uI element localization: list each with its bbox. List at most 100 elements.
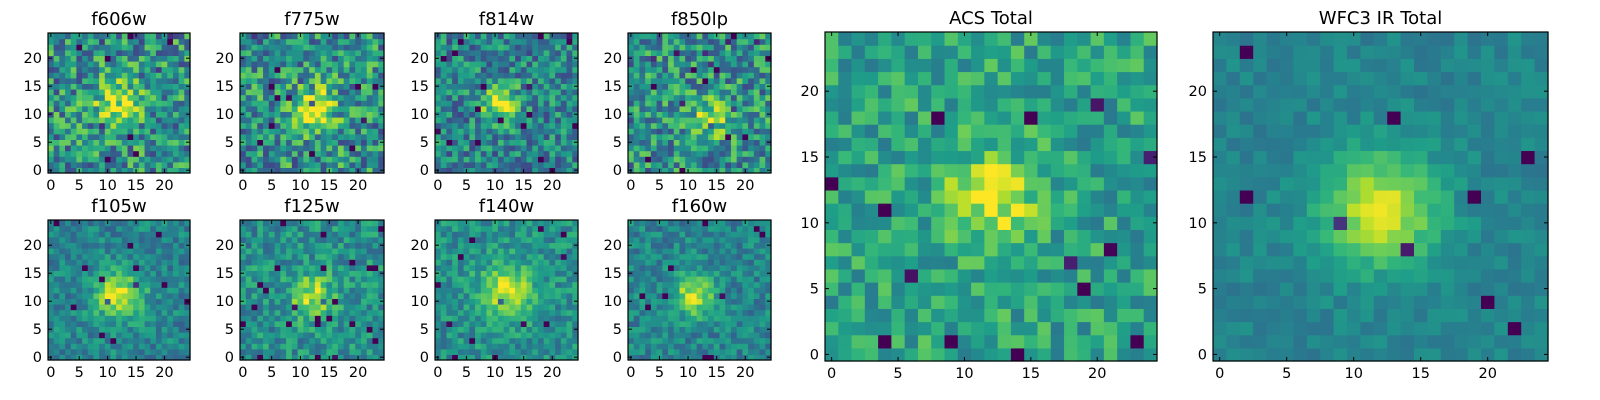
heatmap-cell [76,292,83,299]
heatmap-cell [343,94,351,101]
heatmap-cell [526,105,533,112]
heatmap-cell [475,49,482,56]
heatmap-cell [274,66,281,73]
heatmap-cell [360,167,368,174]
heatmap-cell [76,270,83,277]
heatmap-cell [378,337,385,344]
heatmap-cell [708,122,715,129]
heatmap-cell [104,133,112,140]
heatmap-cell [286,38,293,45]
heatmap-cell [650,270,658,277]
heatmap-cell [713,320,721,327]
heatmap-cell [121,150,129,157]
heatmap-cell [549,315,556,322]
heatmap-cell [633,343,641,350]
heatmap-cell [144,83,151,90]
heatmap-cell [326,100,333,107]
heatmap-cell [245,337,253,344]
heatmap-cell [178,133,185,140]
heatmap-cell [662,287,669,294]
heatmap-cell [532,309,539,316]
heatmap-cell [480,242,488,249]
heatmap-cell [736,133,743,140]
heatmap-cell [457,117,465,124]
heatmap-cell [708,49,715,56]
heatmap-cell [263,287,270,294]
heatmap-cell [742,348,749,355]
heatmap-cell [240,309,247,316]
heatmap-cell [526,83,533,90]
heatmap-cell [121,242,129,249]
heatmap-cell [366,276,374,283]
heatmap-cell [560,105,568,112]
heatmap-cell [332,167,339,174]
heatmap-cell [291,33,299,40]
heatmap-cell [378,236,385,243]
heatmap-cell [469,150,476,157]
heatmap-cell [59,292,66,299]
heatmap-cell [274,167,281,174]
heatmap-cell [532,94,539,101]
heatmap-cell [452,72,459,79]
heatmap-cell [133,281,140,288]
heatmap-cell [668,332,675,339]
heatmap-cell [457,49,465,56]
y-tick-label: 15 [24,266,42,282]
heatmap-cell [268,145,276,152]
heatmap-cell [251,117,258,124]
heatmap-cell [515,38,522,45]
heatmap-cell [349,100,356,107]
heatmap-cell [144,117,151,124]
heatmap-cell [82,242,89,249]
heatmap-cell [297,337,304,344]
heatmap-cell [730,83,738,90]
heatmap-cell [161,49,168,56]
heatmap-cell [679,298,686,305]
heatmap-cell [492,150,499,157]
heatmap-cell [161,231,168,238]
heatmap-cell [452,111,459,118]
heatmap-cell [673,309,681,316]
heatmap-cell [555,55,562,62]
heatmap-cell [748,326,755,333]
heatmap-cell [560,117,568,124]
heatmap-cell [543,281,550,288]
heatmap-cell [150,44,157,51]
heatmap-cell [240,89,247,96]
heatmap-cell [475,320,482,327]
heatmap-cell [668,315,675,322]
heatmap-cell [753,122,761,129]
x-tick-label: 15 [320,178,338,194]
heatmap-cell [560,55,568,62]
heatmap-cell [696,270,703,277]
heatmap-cell [82,332,89,339]
heatmap-cell [320,326,327,333]
heatmap-cell [274,128,281,135]
heatmap-cell [713,343,721,350]
heatmap-cell [337,298,345,305]
heatmap-cell [378,61,385,68]
heatmap-cell [337,253,345,260]
heatmap-cell [70,304,77,311]
heatmap-cell [257,100,264,107]
heatmap-cell [82,94,89,101]
heatmap-cell [70,231,77,238]
heatmap-cell [549,111,556,118]
heatmap-cell [251,281,258,288]
heatmap-cell [555,315,562,322]
heatmap-cell [309,111,316,118]
heatmap-cell [537,326,545,333]
heatmap-cell [656,38,663,45]
heatmap-cell [297,38,304,45]
heatmap-cell [93,94,100,101]
heatmap-cell [104,236,112,243]
heatmap-cell [509,89,516,96]
heatmap-cell [320,242,327,249]
heatmap-cell [662,292,669,299]
heatmap-cell [475,343,482,350]
heatmap-cell [303,304,310,311]
heatmap-cell [121,354,129,361]
heatmap-cell [82,320,89,327]
heatmap-cell [753,326,761,333]
heatmap-cell [144,220,151,227]
